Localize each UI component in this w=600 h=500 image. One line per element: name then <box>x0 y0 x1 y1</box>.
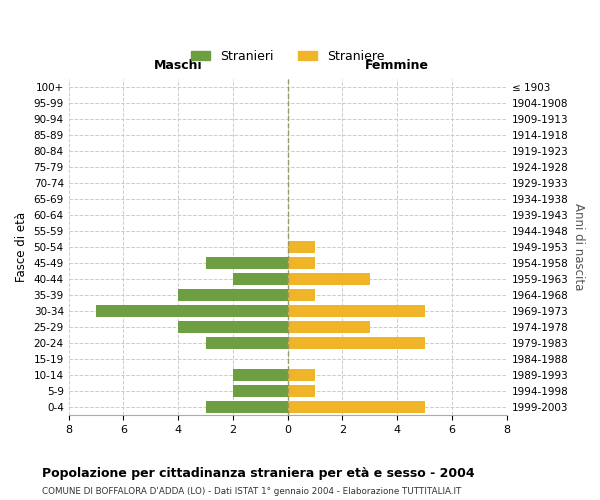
Bar <box>287 257 315 269</box>
Text: COMUNE DI BOFFALORA D'ADDA (LO) - Dati ISTAT 1° gennaio 2004 - Elaborazione TUTT: COMUNE DI BOFFALORA D'ADDA (LO) - Dati I… <box>42 488 461 496</box>
Bar <box>287 369 315 381</box>
Bar <box>233 273 287 285</box>
Bar <box>287 289 315 301</box>
Bar <box>287 385 315 397</box>
Bar <box>206 257 287 269</box>
Y-axis label: Anni di nascita: Anni di nascita <box>572 203 585 290</box>
Legend: Stranieri, Straniere: Stranieri, Straniere <box>186 45 389 68</box>
Bar <box>178 321 287 333</box>
Bar <box>206 337 287 349</box>
Bar <box>287 305 425 317</box>
Text: Popolazione per cittadinanza straniera per età e sesso - 2004: Popolazione per cittadinanza straniera p… <box>42 468 475 480</box>
Bar <box>206 401 287 413</box>
Bar <box>287 241 315 253</box>
Bar <box>287 401 425 413</box>
Text: Maschi: Maschi <box>154 59 202 72</box>
Bar <box>287 273 370 285</box>
Bar <box>178 289 287 301</box>
Bar <box>287 337 425 349</box>
Y-axis label: Fasce di età: Fasce di età <box>15 212 28 282</box>
Bar <box>287 321 370 333</box>
Bar <box>233 369 287 381</box>
Bar <box>233 385 287 397</box>
Text: Femmine: Femmine <box>365 59 429 72</box>
Bar <box>96 305 287 317</box>
